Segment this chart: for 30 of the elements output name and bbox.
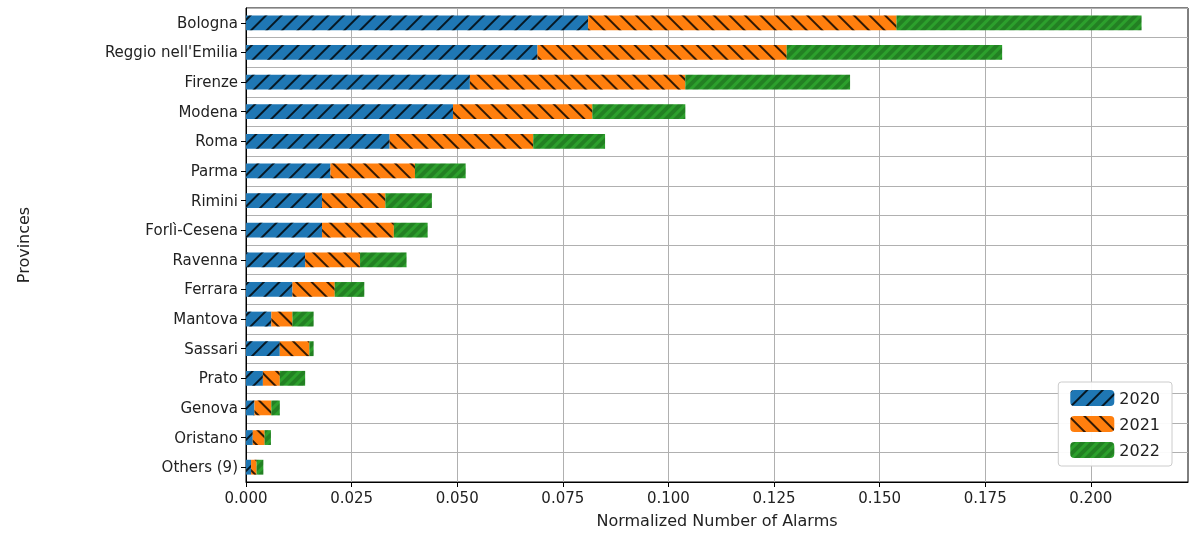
y-tick-label: Forlì-Cesena: [145, 221, 238, 240]
y-tick-label: Reggio nell'Emilia: [104, 43, 238, 62]
y-tick-label: Others (9): [161, 458, 238, 477]
y-tick-label: Parma: [190, 161, 238, 180]
y-tick-label: Rimini: [190, 191, 238, 210]
y-tick-label: Bologna: [176, 13, 238, 32]
y-tick-label: Firenze: [184, 73, 238, 92]
x-tick-label: 0.125: [752, 488, 796, 507]
y-tick-label: Genova: [180, 398, 238, 417]
x-tick-label: 0.175: [963, 488, 1007, 507]
y-tick-label: Ravenna: [172, 250, 238, 269]
x-tick-label: 0.075: [541, 488, 585, 507]
legend-label: 2022: [1119, 440, 1160, 460]
x-tick-label: 0.100: [646, 488, 690, 507]
y-tick-label: Roma: [195, 132, 238, 151]
y-tick-label: Modena: [178, 102, 238, 121]
x-tick-label: 0.025: [330, 488, 374, 507]
y-tick-label: Ferrara: [184, 280, 238, 299]
legend-label: 2021: [1119, 414, 1160, 434]
x-tick-label: 0.000: [224, 488, 268, 507]
y-tick-label: Oristano: [174, 428, 238, 447]
legend-label: 2020: [1119, 388, 1160, 408]
x-tick-label: 0.050: [435, 488, 479, 507]
y-axis-title: Provinces: [13, 206, 33, 284]
x-axis-title: Normalized Number of Alarms: [596, 510, 838, 530]
y-tick-label: Prato: [198, 369, 238, 388]
y-tick-label: Mantova: [173, 310, 238, 329]
x-tick-label: 0.200: [1069, 488, 1113, 507]
x-tick-label: 0.150: [858, 488, 902, 507]
y-tick-label: Sassari: [184, 339, 238, 358]
